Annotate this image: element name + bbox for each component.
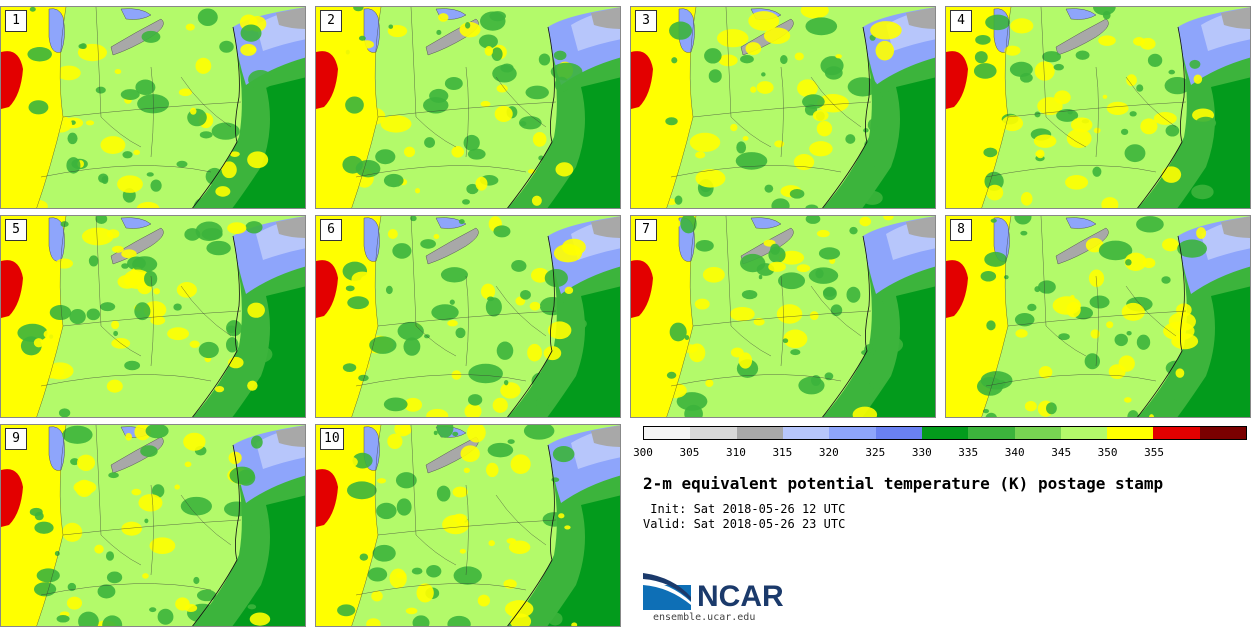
- colorbar-tick-label: 335: [958, 446, 979, 459]
- ncar-logo-icon: [643, 573, 691, 610]
- colorbar-tick-label: 300: [633, 446, 653, 459]
- colorbar-tick-label: 315: [772, 446, 793, 459]
- colorbar-swatch: [1199, 427, 1247, 439]
- member-label: 7: [635, 219, 657, 241]
- map-field: [946, 7, 1250, 208]
- colorbar-swatch: [968, 427, 1015, 439]
- colorbar-swatch: [1014, 427, 1061, 439]
- chart-title: 2-m equivalent potential temperature (K)…: [643, 474, 1164, 493]
- colorbar-ticks: 300 305 310 315 320 325 330 335 340 345 350 355: [633, 446, 1247, 460]
- member-label: 1: [5, 10, 27, 32]
- colorbar-swatch: [1153, 427, 1200, 439]
- member-panel: 5: [0, 215, 306, 418]
- site-url: ensemble.ucar.edu: [653, 612, 756, 623]
- colorbar-swatch: [1107, 427, 1154, 439]
- colorbar-tick-label: 345: [1051, 446, 1072, 459]
- member-panel: 6: [315, 215, 621, 418]
- map-field: [316, 425, 620, 626]
- map-field: [316, 216, 620, 417]
- member-label: 2: [320, 10, 342, 32]
- member-label: 5: [5, 219, 27, 241]
- map-field: [946, 216, 1250, 417]
- colorbar-tick-label: 325: [865, 446, 886, 459]
- colorbar-tick-label: 320: [818, 446, 839, 459]
- colorbar-swatch: [1060, 427, 1108, 439]
- colorbar-swatch: [690, 427, 737, 439]
- colorbar-swatch: [875, 427, 922, 439]
- member-label: 10: [320, 428, 344, 450]
- member-panel: 9: [0, 424, 306, 627]
- member-label: 8: [950, 219, 972, 241]
- colorbar-tick-label: 350: [1097, 446, 1118, 459]
- member-label: 3: [635, 10, 657, 32]
- colorbar-tick-label: 305: [679, 446, 700, 459]
- valid-time: Valid: Sat 2018-05-26 23 UTC: [643, 517, 846, 531]
- map-field: [1, 7, 305, 208]
- member-panel: 1: [0, 6, 306, 209]
- map-field: [631, 216, 935, 417]
- member-panel: 4: [945, 6, 1251, 209]
- init-time: Init: Sat 2018-05-26 12 UTC: [643, 502, 846, 516]
- colorbar-tick-label: 355: [1144, 446, 1164, 459]
- colorbar-swatch: [736, 427, 783, 439]
- member-panel: 3: [630, 6, 936, 209]
- member-label: 4: [950, 10, 972, 32]
- member-panel: 10: [315, 424, 621, 627]
- map-field: [631, 7, 935, 208]
- map-field: [1, 425, 305, 626]
- colorbar-tick-label: 310: [725, 446, 746, 459]
- map-field: [316, 7, 620, 208]
- colorbar-swatch: [782, 427, 830, 439]
- member-label: 6: [320, 219, 342, 241]
- colorbar-tick-label: 330: [911, 446, 932, 459]
- colorbar-swatch: [829, 427, 876, 439]
- colorbar: [643, 426, 1247, 440]
- map-field: [1, 216, 305, 417]
- member-panel: 8: [945, 215, 1251, 418]
- member-label: 9: [5, 428, 27, 450]
- logo-text: NCAR: [697, 580, 784, 613]
- colorbar-swatch: [644, 427, 691, 439]
- member-panel: 2: [315, 6, 621, 209]
- member-panel: 7: [630, 215, 936, 418]
- colorbar-tick-label: 340: [1004, 446, 1025, 459]
- colorbar-swatch: [921, 427, 969, 439]
